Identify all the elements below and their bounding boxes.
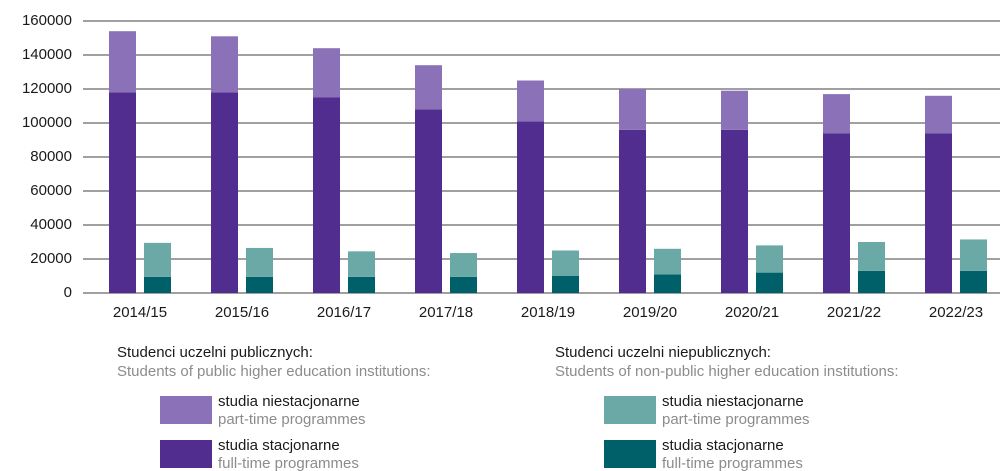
bar — [619, 129, 646, 293]
legend-swatch — [604, 440, 656, 468]
y-tick-label: 0 — [64, 284, 72, 301]
y-tick-label: 140000 — [22, 46, 72, 63]
bar — [517, 80, 544, 122]
legend-label-en: full-time programmes — [662, 455, 803, 471]
x-tick-label: 2018/19 — [521, 304, 575, 321]
bar — [109, 92, 136, 294]
bar — [960, 239, 987, 271]
y-tick-label: 100000 — [22, 114, 72, 131]
bar — [654, 274, 681, 293]
legend-label-en: part-time programmes — [218, 411, 366, 428]
bar — [144, 276, 171, 293]
legend-label-en: part-time programmes — [662, 411, 810, 428]
bar — [552, 250, 579, 276]
legend-label: studia stacjonarne — [662, 437, 784, 454]
bar — [925, 95, 952, 134]
bar — [144, 242, 171, 277]
x-tick-label: 2019/20 — [623, 304, 677, 321]
bar — [415, 65, 442, 110]
y-tick-label: 60000 — [30, 182, 72, 199]
legend-heading: Studenci uczelni niepublicznych: — [555, 344, 771, 361]
bar — [313, 97, 340, 293]
legend-swatch — [160, 440, 212, 468]
bar — [517, 121, 544, 293]
x-tick-label: 2015/16 — [215, 304, 269, 321]
bar — [211, 92, 238, 294]
legend-label: studia niestacjonarne — [662, 393, 804, 410]
bar — [756, 245, 783, 273]
bar — [721, 90, 748, 130]
bar — [109, 31, 136, 93]
legend-label: studia niestacjonarne — [218, 393, 360, 410]
y-tick-label: 80000 — [30, 148, 72, 165]
y-tick-label: 160000 — [22, 12, 72, 29]
bar — [313, 48, 340, 98]
bar — [721, 129, 748, 293]
bar — [450, 276, 477, 293]
y-tick-label: 40000 — [30, 216, 72, 233]
bar — [823, 133, 850, 293]
bar — [211, 36, 238, 93]
x-tick-label: 2017/18 — [419, 304, 473, 321]
legend-label: studia stacjonarne — [218, 437, 340, 454]
y-tick-label: 120000 — [22, 80, 72, 97]
bar — [348, 276, 375, 293]
bar — [552, 276, 579, 293]
bar — [450, 253, 477, 277]
bar — [654, 248, 681, 275]
bar — [925, 133, 952, 293]
bar — [756, 272, 783, 293]
legend-swatch — [160, 396, 212, 424]
x-tick-label: 2020/21 — [725, 304, 779, 321]
bar — [348, 251, 375, 277]
bar — [858, 270, 885, 293]
legend-heading-en: Students of non-public higher education … — [555, 363, 899, 380]
bar — [415, 109, 442, 294]
legend-heading: Studenci uczelni publicznych: — [117, 344, 313, 361]
bar — [619, 89, 646, 130]
legend-label-en: full-time programmes — [218, 455, 359, 471]
x-tick-label: 2016/17 — [317, 304, 371, 321]
legend-heading-en: Students of public higher education inst… — [117, 363, 431, 380]
y-tick-label: 20000 — [30, 250, 72, 267]
bar — [246, 247, 273, 277]
bar — [858, 242, 885, 271]
x-tick-label: 2021/22 — [827, 304, 881, 321]
bar — [960, 270, 987, 293]
x-tick-label: 2014/15 — [113, 304, 167, 321]
bar — [246, 276, 273, 293]
x-tick-label: 2022/23 — [929, 304, 983, 321]
legend-swatch — [604, 396, 656, 424]
bar — [823, 94, 850, 134]
